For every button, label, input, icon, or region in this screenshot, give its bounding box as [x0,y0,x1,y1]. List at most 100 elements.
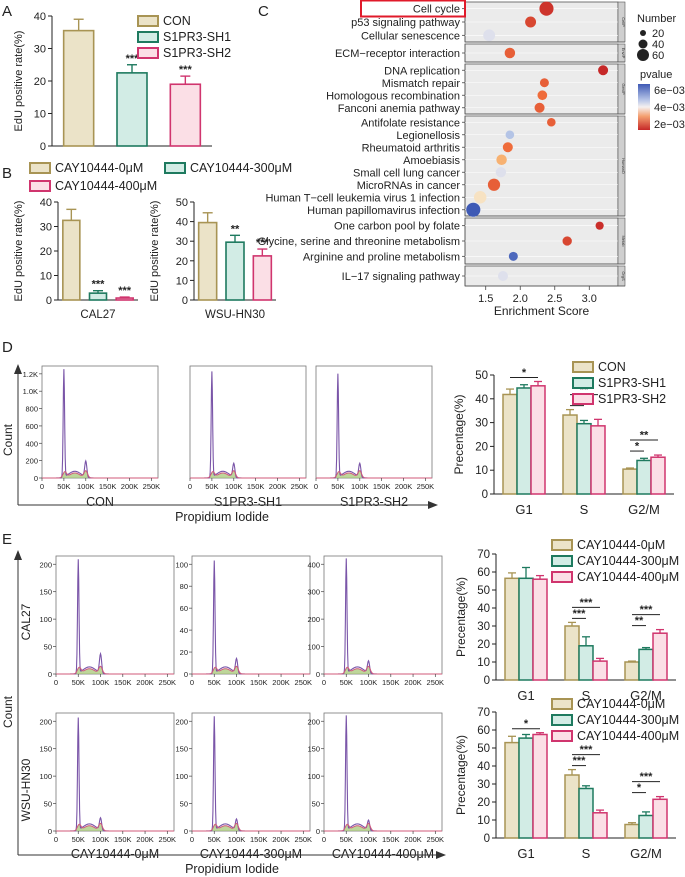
E-bars-CAL27-significance: ** [635,615,644,627]
D-bars-significance: ** [640,430,649,442]
c-strip-label: Metab [621,235,626,247]
B2-bar [252,255,273,301]
B2-bar [197,221,218,301]
E-bars-WSU-y-tick-label: 70 [477,707,490,719]
c-term-label: Legionellosis [396,130,460,142]
c-term-label: Human papillomavirus infection [307,205,460,217]
d-hist-1-s-phase-fill [190,470,306,478]
e-hist-0-2-fit-line [324,665,442,675]
c-point [547,117,556,127]
c-x-tick-label: 2.0 [513,293,528,305]
legend-e2-item-1-swatch [551,714,573,726]
c-term-label: Human T−cell leukemia virus 1 infection [265,192,460,204]
e-hist-1-1-x-tick-label: 200K [272,835,290,844]
c-color-legend-title: pvalue [640,69,672,81]
c-point [598,65,609,76]
B2-y-tick-label: 40 [176,217,188,229]
c-point [473,191,487,204]
d-hist-1-fit-line [190,470,306,479]
A-y-axis-label: EdU positive rate(%) [13,31,25,132]
E-bars-CAL27-y-tick-label: 10 [477,657,490,669]
e-hist-1-0-y-tick-label: 50 [44,800,52,809]
c-point [537,90,548,101]
A-bar [62,29,95,147]
d-hist-0-y-tick-label: 1.2K [23,370,38,379]
e-col-label-1: CAY10444-300μM [200,847,302,861]
c-point [534,102,545,113]
legend-d-item-2: S1PR3-SH2 [598,392,666,406]
legend-e1-item-1: CAY10444-300μM [577,554,679,568]
c-x-tick-label: 1.5 [478,293,493,305]
d-hist-0-y-tick-label: 600 [25,422,38,431]
e-pi-label: Propidium Iodide [185,862,279,876]
e-hist-1-1-frame [191,712,311,832]
e-hist-0-1-y-tick-label: 80 [180,582,188,591]
e-hist-0-0-y-tick-label: 150 [39,588,52,597]
B1-y-axis-label: EdU positive rate(%) [13,201,25,302]
B2-y-axis-label: EdU positive rate(%) [149,201,161,302]
e-hist-1-1-x-tick-label: 150K [250,835,268,844]
d-hist-0-frame [41,365,159,479]
A-y-tick-label: 10 [34,109,46,121]
e-count-label: Count [1,695,15,728]
d-pi-label: Propidium Iodide [175,510,269,524]
A-significance: *** [179,64,193,76]
legend-e1-item-0-swatch [551,539,573,551]
D-bars-y-tick-label: 0 [482,489,488,501]
d-hist-2-x-tick-label: 100K [351,482,369,491]
c-term-label: Rheumatoid arthritis [362,142,461,154]
e-hist-1-0-y-tick-label: 100 [39,772,52,781]
d-hist-1-x-tick-label: 150K [247,482,265,491]
D-bars-x-tick-label: G2/M [628,502,660,517]
legend-e1-item-2: CAY10444-400μM [577,570,679,584]
E-bars-WSU-significance: * [524,718,529,730]
e-hist-0-2-y-tick-label: 400 [307,560,320,569]
e-hist-0-0-fit-line [56,665,174,675]
e-hist-1-0-x-tick-label: 100K [92,835,110,844]
E-bars-CAL27-x-tick-label: S [582,688,591,703]
c-strip-label: CellP [621,17,626,27]
e-hist-1-2-x-tick-label: 0 [322,835,326,844]
E-bars-WSU-bar [504,741,520,839]
E-bars-CAL27-y-tick-label: 60 [477,567,490,579]
E-bars-CAL27-y-tick-label: 0 [484,675,490,687]
D-bars-x-tick-label: G1 [515,502,532,517]
B1-y-tick-label: 0 [46,295,52,307]
legend-b-item-0: CAY10444-0μM [55,161,143,175]
B2-y-tick-label: 10 [176,275,188,287]
c-point [495,167,507,178]
e-hist-0-2-x-tick-label: 200K [404,678,422,687]
E-bars-WSU-y-tick-label: 60 [477,725,490,737]
B1-bar [62,219,81,301]
c-strip-label: GenIP [621,83,626,95]
e-hist-0-1-x-tick-label: 100K [228,678,246,687]
d-hist-0-y-tick-label: 200 [25,457,38,466]
legend-d-item-0: CON [598,360,626,374]
D-bars-bar [502,393,518,495]
e-hist-1-1-y-tick-label: 50 [180,800,188,809]
D-bars-bar [636,459,652,495]
D-bars-bar [530,385,546,495]
legend-d-item-1-swatch [572,377,594,389]
e-hist-0-2-x-tick-label: 100K [360,678,378,687]
c-term-label: Glycine, serine and threonine metabolism [258,236,460,248]
c-strip-label: HumanD [621,158,626,174]
e-hist-0-1-y-tick-label: 40 [180,626,188,635]
e-hist-0-2-y-tick-label: 0 [316,670,320,679]
panel-label-c: C [258,3,269,20]
E-bars-WSU-bar [564,774,580,839]
e-hist-1-0-x-tick-label: 50K [72,835,85,844]
E-bars-CAL27-bar [638,648,654,681]
e-hist-1-0-x-tick-label: 250K [159,835,177,844]
e-hist-1-2-fit-line [324,822,442,832]
B2-significance: *** [256,237,270,249]
d-hist-2-x-tick-label: 150K [373,482,391,491]
D-bars-y-tick-label: 30 [475,418,488,430]
c-size-legend-label: 40 [652,39,664,51]
c-term-label: Cell cycle [413,4,460,16]
e-hist-1-0-frame [55,712,175,832]
D-bars-y-tick-label: 10 [475,465,488,477]
E-bars-WSU-bar [652,798,668,839]
e-hist-0-2-y-tick-label: 300 [307,588,320,597]
e-col-label-2: CAY10444-400μM [332,847,434,861]
